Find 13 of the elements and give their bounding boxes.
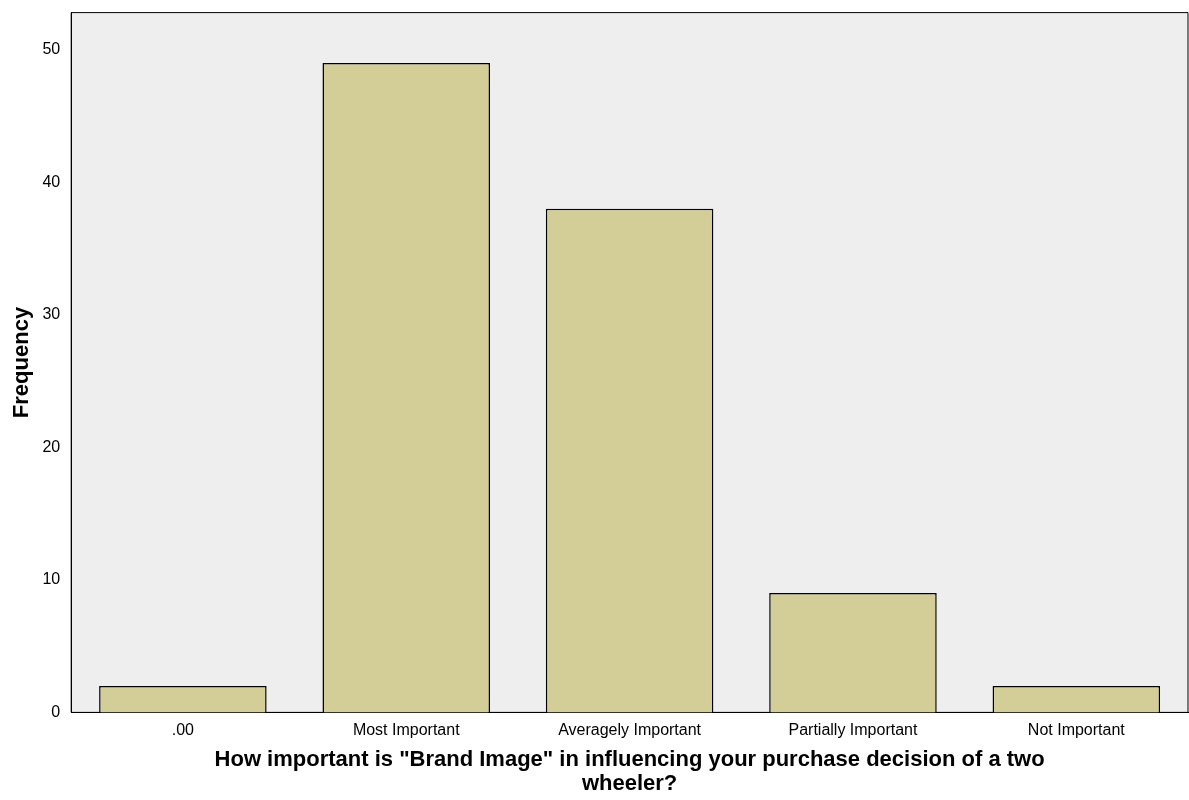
y-tick-label: 40 <box>42 172 61 190</box>
x-tick-label: Averagely Important <box>558 721 702 739</box>
y-tick-label: 50 <box>42 40 61 58</box>
x-tick-label: Not Important <box>1027 721 1126 739</box>
y-tick-label: 10 <box>42 570 61 588</box>
y-tick-label: 30 <box>42 305 61 323</box>
x-tick-label: .00 <box>171 721 195 739</box>
y-tick-label: 20 <box>42 437 61 455</box>
x-tick-label: Partially Important <box>788 721 918 739</box>
x-axis-title: How important is "Brand Image" in influencing your purchase decision of a two wheeler? <box>214 745 1045 795</box>
x-tick-label: Most Important <box>352 721 461 739</box>
y-tick-label: 0 <box>51 702 61 720</box>
y-axis-title: Frequency <box>8 306 34 419</box>
